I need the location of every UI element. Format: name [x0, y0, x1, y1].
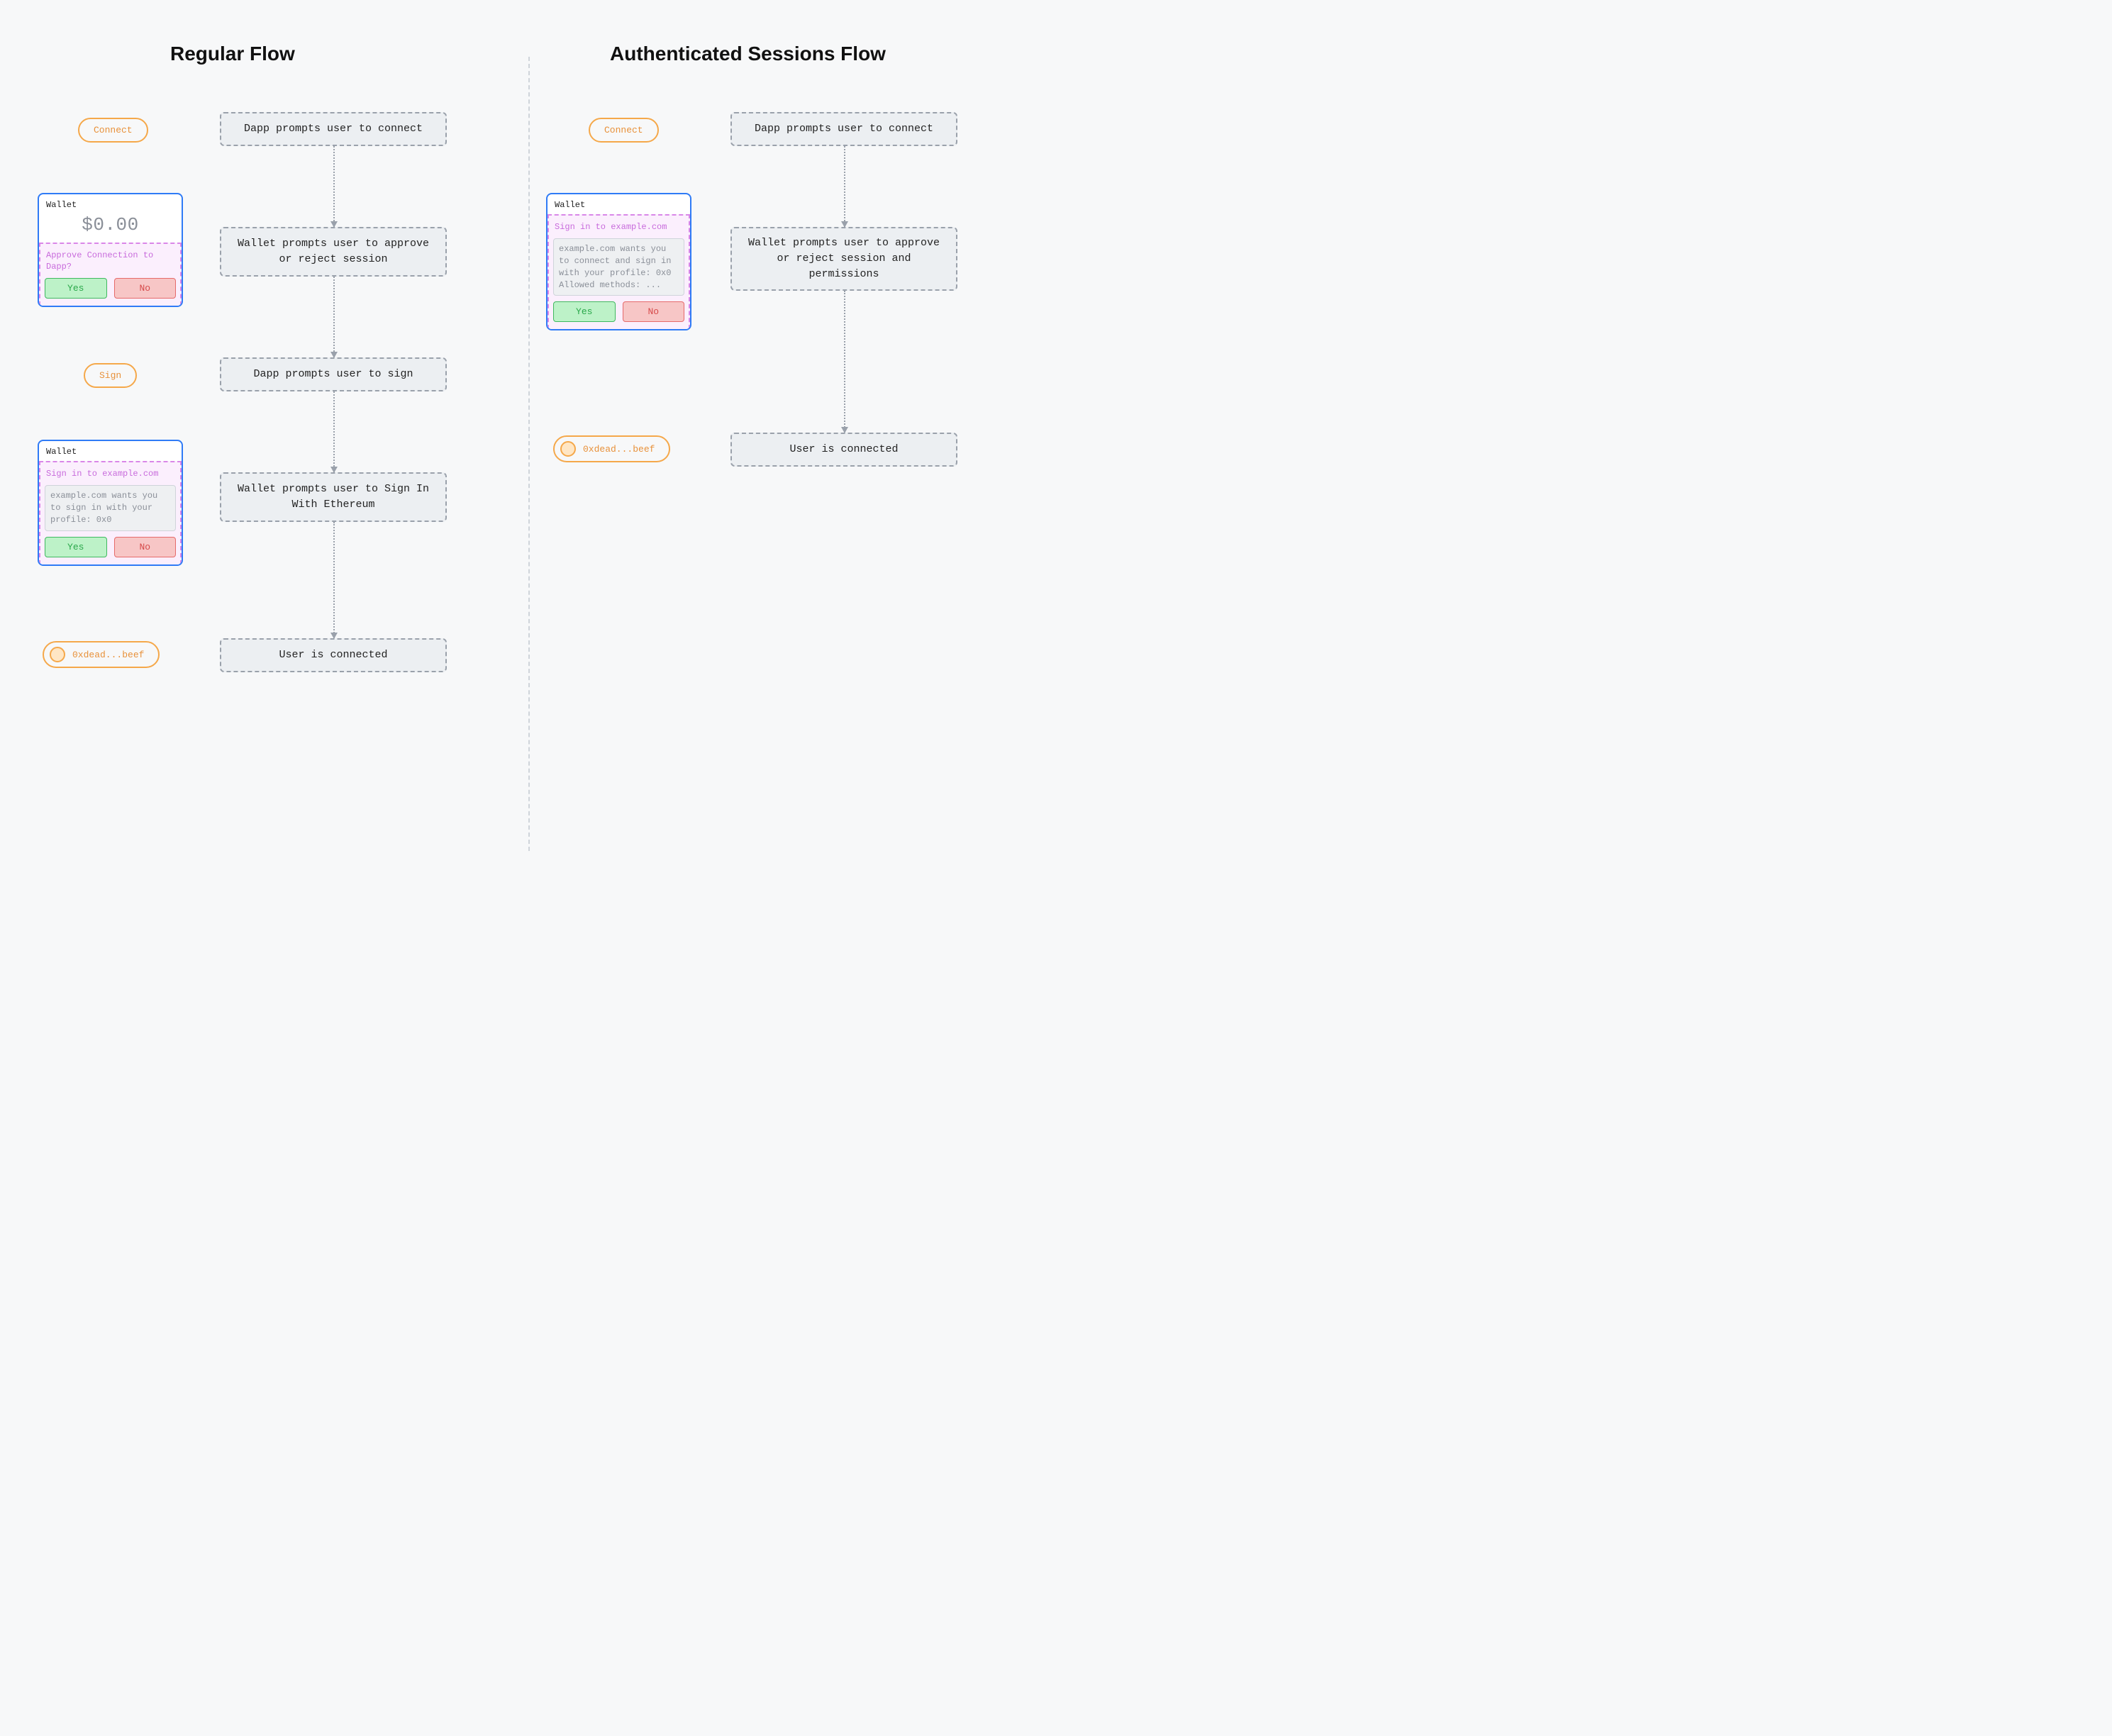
right-step-2: Wallet prompts user to approve or reject…: [730, 227, 957, 291]
panel-message: example.com wants you to sign in with yo…: [45, 485, 176, 530]
diagram-canvas: Regular Flow Dapp prompts user to connec…: [14, 28, 1042, 865]
arrow: [844, 146, 845, 227]
wallet-header: Wallet: [39, 441, 182, 461]
wallet-balance: $0.00: [39, 214, 182, 243]
left-step-1: Dapp prompts user to connect: [220, 112, 447, 146]
left-title: Regular Flow: [170, 43, 295, 65]
sign-pill[interactable]: Sign: [84, 363, 137, 388]
arrow: [333, 146, 335, 227]
left-step-5: User is connected: [220, 638, 447, 672]
yes-button[interactable]: Yes: [553, 301, 616, 322]
connect-pill[interactable]: Connect: [589, 118, 659, 143]
panel-title: Approve Connection to Dapp?: [46, 250, 174, 272]
address-pill[interactable]: 0xdead...beef: [553, 435, 670, 462]
wallet-panel: Approve Connection to Dapp? Yes No: [39, 243, 182, 306]
no-button[interactable]: No: [114, 278, 177, 299]
panel-title: Sign in to example.com: [555, 221, 683, 233]
wallet-header: Wallet: [39, 194, 182, 214]
yes-button[interactable]: Yes: [45, 537, 107, 557]
panel-title: Sign in to example.com: [46, 468, 174, 479]
arrow: [333, 522, 335, 638]
avatar-dot-icon: [50, 647, 65, 662]
pill-label: Connect: [604, 125, 643, 135]
yes-button[interactable]: Yes: [45, 278, 107, 299]
no-button[interactable]: No: [114, 537, 177, 557]
panel-message: example.com wants you to connect and sig…: [553, 238, 684, 296]
pill-label: 0xdead...beef: [72, 650, 144, 660]
wallet-card-signin: Wallet Sign in to example.com example.co…: [38, 440, 183, 566]
arrow: [844, 291, 845, 433]
arrow: [333, 391, 335, 472]
wallet-card-approve: Wallet $0.00 Approve Connection to Dapp?…: [38, 193, 183, 307]
wallet-card-auth: Wallet Sign in to example.com example.co…: [546, 193, 691, 330]
pill-label: Sign: [99, 370, 121, 381]
avatar-dot-icon: [560, 441, 576, 457]
wallet-panel: Sign in to example.com example.com wants…: [39, 461, 182, 564]
wallet-header: Wallet: [548, 194, 690, 214]
column-divider: [528, 57, 530, 851]
wallet-panel: Sign in to example.com example.com wants…: [548, 214, 690, 329]
left-step-4: Wallet prompts user to Sign In With Ethe…: [220, 472, 447, 522]
pill-label: 0xdead...beef: [583, 444, 655, 455]
address-pill[interactable]: 0xdead...beef: [43, 641, 160, 668]
left-step-3: Dapp prompts user to sign: [220, 357, 447, 391]
no-button[interactable]: No: [623, 301, 685, 322]
pill-label: Connect: [94, 125, 133, 135]
connect-pill[interactable]: Connect: [78, 118, 148, 143]
right-step-1: Dapp prompts user to connect: [730, 112, 957, 146]
arrow: [333, 277, 335, 357]
right-title: Authenticated Sessions Flow: [610, 43, 886, 65]
left-step-2: Wallet prompts user to approve or reject…: [220, 227, 447, 277]
right-step-3: User is connected: [730, 433, 957, 467]
